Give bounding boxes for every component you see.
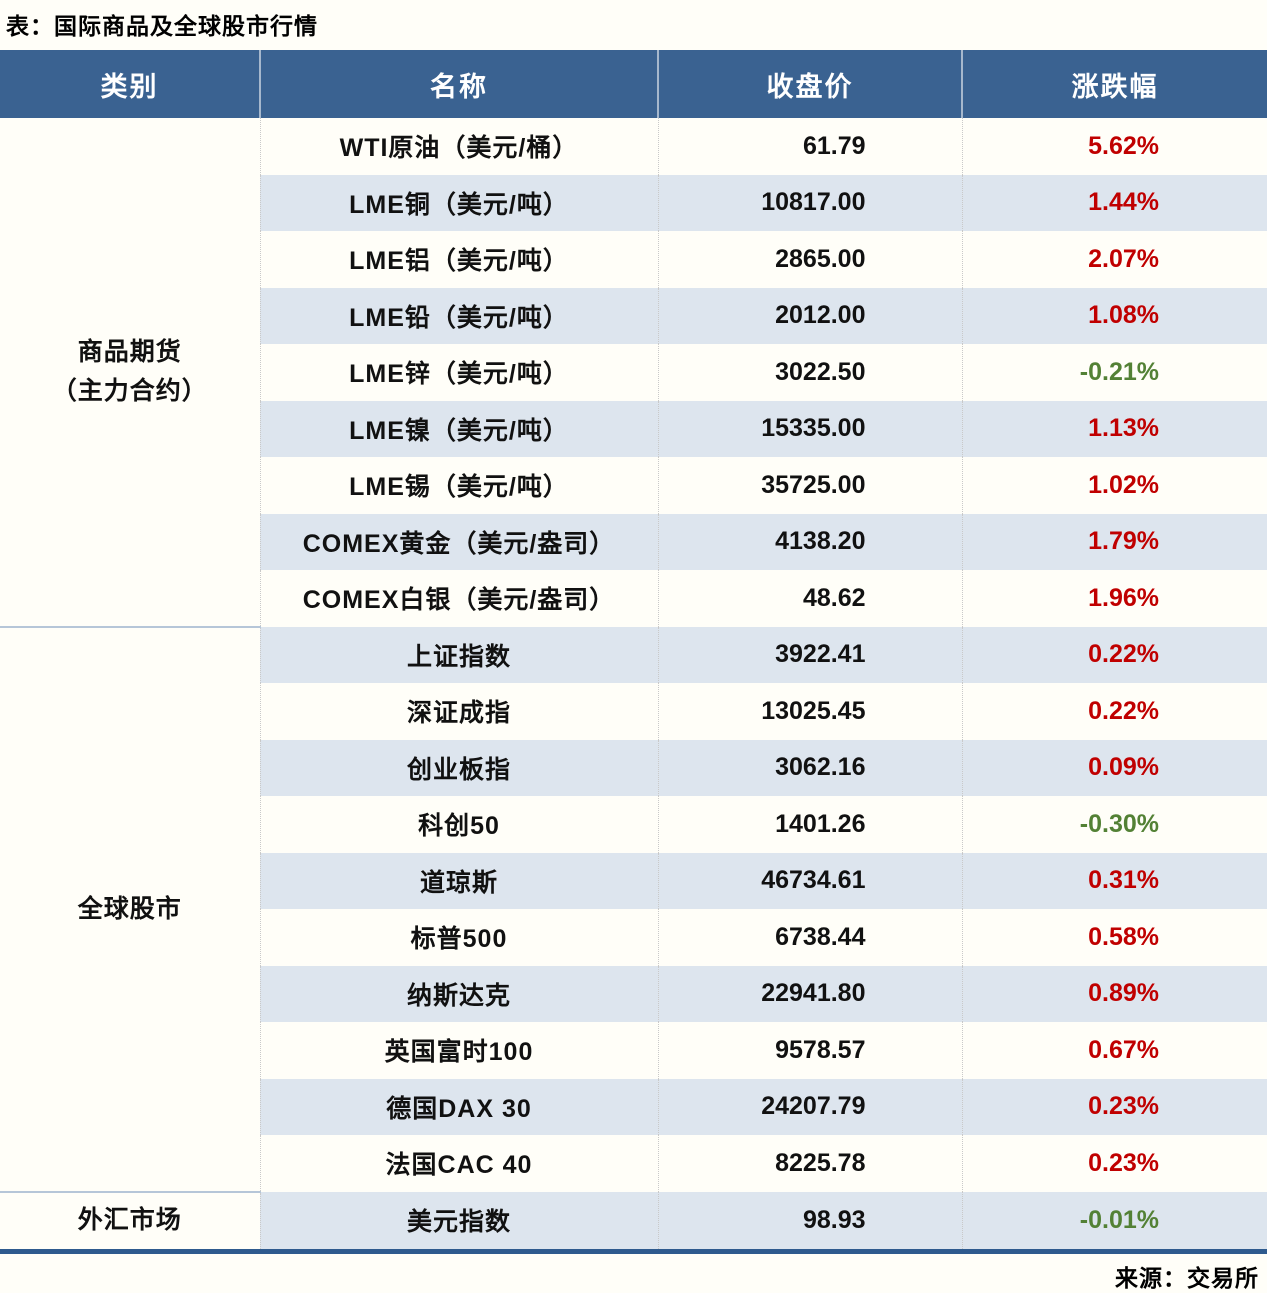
table-row: LME铅（美元/吨） 2012.00 1.08%	[0, 287, 1267, 344]
change-percent-cell: 1.08%	[961, 287, 1267, 344]
table-row: 外汇市场 美元指数 98.93 -0.01%	[0, 1190, 1267, 1252]
instrument-name-cell: 标普500	[259, 909, 658, 966]
close-price-cell: 1401.26	[657, 796, 962, 853]
table-row: LME锌（美元/吨） 3022.50 -0.21%	[0, 344, 1267, 401]
change-percent-cell: -0.21%	[961, 344, 1267, 401]
close-price-cell: 9578.57	[657, 1022, 962, 1079]
close-price-cell: 2012.00	[657, 287, 962, 344]
change-percent-cell: 0.31%	[961, 852, 1267, 909]
instrument-name-cell: 深证成指	[259, 683, 658, 740]
close-price-cell: 22941.80	[657, 965, 962, 1022]
close-price-cell: 98.93	[657, 1191, 962, 1252]
instrument-name-cell: 创业板指	[259, 739, 658, 796]
change-percent-cell: 0.67%	[961, 1022, 1267, 1079]
instrument-name-cell: 法国CAC 40	[259, 1135, 658, 1192]
table-row: 英国富时100 9578.57 0.67%	[0, 1022, 1267, 1079]
instrument-name-cell: COMEX白银（美元/盎司）	[259, 570, 658, 627]
table-row: 法国CAC 40 8225.78 0.23%	[0, 1135, 1267, 1192]
close-price-cell: 6738.44	[657, 909, 962, 966]
instrument-name-cell: LME铅（美元/吨）	[259, 287, 658, 344]
instrument-name-cell: LME锡（美元/吨）	[259, 457, 658, 514]
close-price-cell: 61.79	[657, 118, 962, 175]
table-row: 商品期货 （主力合约） WTI原油（美元/桶） 61.79 5.62%	[0, 118, 1267, 627]
table-row: COMEX黄金（美元/盎司） 4138.20 1.79%	[0, 513, 1267, 570]
instrument-name-cell: 美元指数	[259, 1191, 658, 1252]
column-header-name: 名称	[259, 50, 658, 118]
table-row: COMEX白银（美元/盎司） 48.62 1.96%	[0, 570, 1267, 627]
table-row: 科创50 1401.26 -0.30%	[0, 796, 1267, 853]
change-percent-cell: 2.07%	[961, 231, 1267, 288]
change-percent-cell: 1.44%	[961, 174, 1267, 231]
instrument-name-cell: 科创50	[259, 796, 658, 853]
close-price-cell: 3022.50	[657, 344, 962, 401]
table-row: 纳斯达克 22941.80 0.89%	[0, 965, 1267, 1022]
change-percent-cell: -0.01%	[961, 1191, 1267, 1252]
page-title: 表：国际商品及全球股市行情	[6, 13, 318, 39]
table-row: LME铝（美元/吨） 2865.00 2.07%	[0, 231, 1267, 288]
close-price-cell: 15335.00	[657, 400, 962, 457]
table-row: 全球股市 上证指数 3922.41 0.22%	[0, 625, 1267, 1192]
change-percent-cell: 0.89%	[961, 965, 1267, 1022]
change-percent-cell: 0.09%	[961, 739, 1267, 796]
table-row: 深证成指 13025.45 0.22%	[0, 683, 1267, 740]
change-percent-cell: -0.30%	[961, 796, 1267, 853]
instrument-name-cell: 上证指数	[259, 626, 658, 683]
change-percent-cell: 1.13%	[961, 400, 1267, 457]
close-price-cell: 24207.79	[657, 1078, 962, 1135]
market-table: 类别 名称 收盘价 涨跌幅 商品期货 （主力合约） WTI原油（美元/桶） 61.7…	[0, 50, 1267, 1254]
column-header-category: 类别	[0, 50, 260, 118]
change-percent-cell: 0.23%	[961, 1078, 1267, 1135]
change-percent-cell: 0.22%	[961, 626, 1267, 683]
close-price-cell: 13025.45	[657, 683, 962, 740]
source-note: 来源：交易所	[1115, 1265, 1259, 1291]
instrument-name-cell: LME铝（美元/吨）	[259, 231, 658, 288]
close-price-cell: 48.62	[657, 570, 962, 627]
instrument-name-cell: 道琼斯	[259, 852, 658, 909]
category-cell: 全球股市	[0, 625, 260, 1192]
close-price-cell: 8225.78	[657, 1135, 962, 1192]
instrument-name-cell: 英国富时100	[259, 1022, 658, 1079]
change-percent-cell: 5.62%	[961, 118, 1267, 175]
table-row: 道琼斯 46734.61 0.31%	[0, 852, 1267, 909]
change-percent-cell: 1.02%	[961, 457, 1267, 514]
change-percent-cell: 1.96%	[961, 570, 1267, 627]
table-row: LME铜（美元/吨） 10817.00 1.44%	[0, 174, 1267, 231]
table-row: 创业板指 3062.16 0.09%	[0, 739, 1267, 796]
close-price-cell: 2865.00	[657, 231, 962, 288]
close-price-cell: 3062.16	[657, 739, 962, 796]
category-cell: 外汇市场	[0, 1190, 260, 1252]
close-price-cell: 10817.00	[657, 174, 962, 231]
table-body: 商品期货 （主力合约） WTI原油（美元/桶） 61.79 5.62% LME铜（美元/…	[0, 118, 1267, 1252]
table-row: 德国DAX 30 24207.79 0.23%	[0, 1078, 1267, 1135]
close-price-cell: 3922.41	[657, 626, 962, 683]
close-price-cell: 35725.00	[657, 457, 962, 514]
column-header-change: 涨跌幅	[961, 50, 1267, 118]
column-header-close-price: 收盘价	[657, 50, 962, 118]
close-price-cell: 4138.20	[657, 513, 962, 570]
close-price-cell: 46734.61	[657, 852, 962, 909]
change-percent-cell: 1.79%	[961, 513, 1267, 570]
instrument-name-cell: LME锌（美元/吨）	[259, 344, 658, 401]
instrument-name-cell: 纳斯达克	[259, 965, 658, 1022]
instrument-name-cell: LME镍（美元/吨）	[259, 400, 658, 457]
category-cell: 商品期货 （主力合约）	[0, 118, 260, 627]
instrument-name-cell: 德国DAX 30	[259, 1078, 658, 1135]
instrument-name-cell: COMEX黄金（美元/盎司）	[259, 513, 658, 570]
change-percent-cell: 0.22%	[961, 683, 1267, 740]
table-row: 标普500 6738.44 0.58%	[0, 909, 1267, 966]
table-row: LME锡（美元/吨） 35725.00 1.02%	[0, 457, 1267, 514]
table-header: 类别 名称 收盘价 涨跌幅	[0, 50, 1267, 118]
change-percent-cell: 0.23%	[961, 1135, 1267, 1192]
table-row: LME镍（美元/吨） 15335.00 1.13%	[0, 400, 1267, 457]
instrument-name-cell: WTI原油（美元/桶）	[259, 118, 658, 175]
instrument-name-cell: LME铜（美元/吨）	[259, 174, 658, 231]
change-percent-cell: 0.58%	[961, 909, 1267, 966]
